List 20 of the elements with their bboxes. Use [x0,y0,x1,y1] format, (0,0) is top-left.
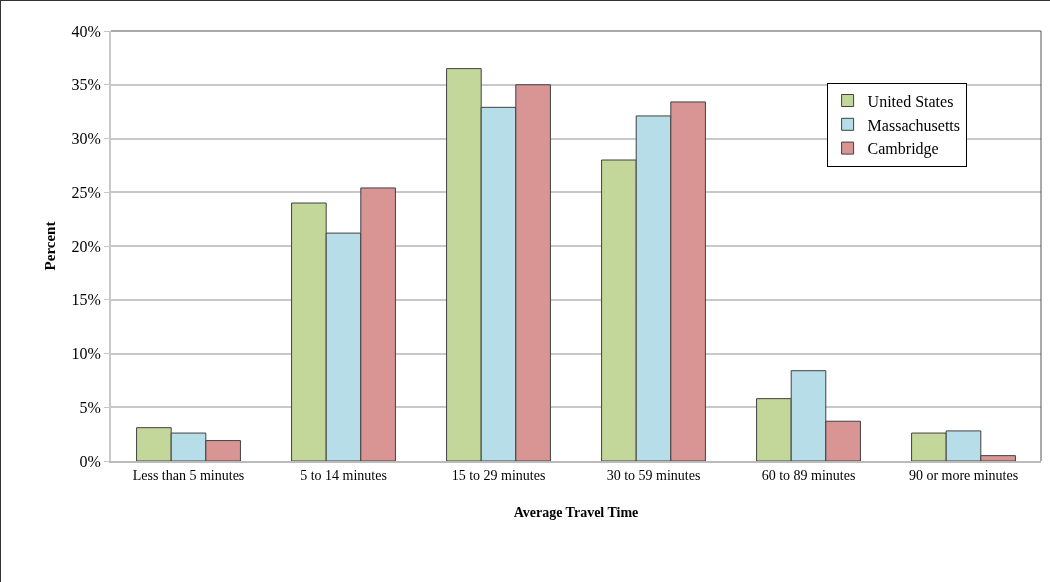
legend-label: Massachusetts [867,116,961,134]
x-tick-label: 90 or more minutes [908,467,1019,483]
y-tick-label: 15% [71,291,101,309]
y-tick-label: 30% [71,130,101,148]
legend-label: United States [867,92,954,110]
x-tick-label: Less than 5 minutes [132,467,245,483]
y-tick-label: 35% [71,76,101,94]
y-tick-label: 0% [79,452,101,470]
x-axis-title: Average Travel Time [513,504,639,520]
x-tick-label: 60 to 89 minutes [761,467,856,483]
y-tick-label: 10% [71,345,101,363]
x-tick-label: 5 to 14 minutes [300,467,387,483]
y-axis-title: Percent [42,221,59,271]
y-tick-label: 25% [71,183,101,201]
y-tick-label: 40% [71,22,101,40]
x-tick-label: 30 to 59 minutes [606,467,701,483]
y-tick-label: 5% [79,398,101,416]
y-tick-label: 20% [71,237,101,255]
legend-label: Cambridge [867,140,939,159]
x-tick-label: 15 to 29 minutes [451,467,546,483]
